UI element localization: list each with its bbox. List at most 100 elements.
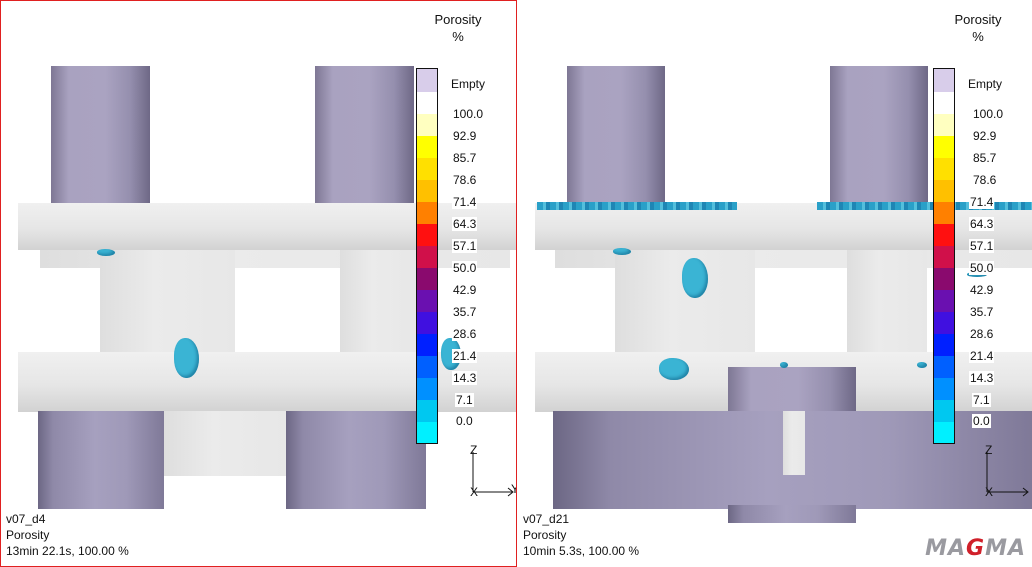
left-viewport[interactable]: Porosity % Empty 100.0 92.9 85.7 78.6 71… (0, 0, 517, 567)
left-center-web (100, 248, 235, 353)
axis-y-label: Y (511, 482, 517, 496)
right-base-slot (783, 411, 805, 475)
left-base-center (164, 411, 286, 476)
right-surface-defects-2 (817, 202, 1032, 210)
legend-seg-85 (417, 136, 437, 158)
legend-color-bar (416, 68, 438, 444)
legend-seg-92 (417, 114, 437, 136)
legend-seg-0 (934, 400, 954, 422)
legend-seg-50 (417, 246, 437, 268)
legend-seg-21 (934, 334, 954, 356)
right-upper-flange (535, 203, 1032, 250)
axis-x-label: X (470, 485, 479, 499)
right-viewport[interactable]: Porosity % Empty 100.0 92.9 85.7 78.6 71… (517, 0, 1032, 567)
legend-label-85: 85.7 (972, 151, 998, 165)
right-right-web (847, 248, 927, 353)
legend-label-50: 50.0 (452, 261, 478, 275)
legend-label-42: 42.9 (969, 283, 995, 297)
legend-seg-100 (417, 92, 437, 114)
legend-title-line1: Porosity (434, 12, 482, 27)
legend-label-71: 71.4 (969, 195, 995, 209)
axis-z-label: Z (985, 443, 993, 457)
legend-seg-64 (417, 202, 437, 224)
legend-seg-0 (417, 400, 437, 422)
legend-label-35: 35.7 (969, 305, 995, 319)
legend-label-35: 35.7 (452, 305, 478, 319)
legend-seg-71 (934, 180, 954, 202)
legend-seg-57 (417, 224, 437, 246)
right-view-info: v07_d21 Porosity 10min 5.3s, 100.00 % (523, 511, 639, 559)
left-view-info: v07_d4 Porosity 13min 22.1s, 100.00 % (6, 511, 129, 559)
left-top-pillar-1 (51, 66, 150, 204)
legend-label-14: 14.3 (969, 371, 995, 385)
legend-label-92: 92.9 (452, 129, 478, 143)
legend-label-21: 21.4 (452, 349, 478, 363)
left-view-result: Porosity (6, 528, 50, 542)
legend-label-28: 28.6 (452, 327, 478, 341)
right-pore-lower-3 (917, 362, 927, 368)
left-pore-small (97, 249, 115, 256)
left-upper-flange (18, 203, 517, 250)
legend-label-7: 7.1 (455, 393, 474, 407)
legend-label-85: 85.7 (452, 151, 478, 165)
legend-seg-64 (934, 202, 954, 224)
logo-suffix: MA (985, 536, 1026, 561)
right-top-pillar-2 (830, 66, 928, 204)
right-surface-defects-1 (537, 202, 737, 210)
right-top-pillar-1 (567, 66, 665, 204)
legend-seg-50 (934, 246, 954, 268)
legend-seg-85 (934, 136, 954, 158)
legend-seg-28 (417, 312, 437, 334)
legend-seg-35 (417, 290, 437, 312)
legend-label-100: 100.0 (972, 107, 1005, 121)
magma-logo: MAGMA (925, 536, 1026, 561)
legend-label-empty: Empty (967, 77, 1004, 91)
legend-seg-57 (934, 224, 954, 246)
right-view-name: v07_d21 (523, 512, 570, 526)
legend-seg-78 (417, 158, 437, 180)
legend-label-empty: Empty (450, 77, 487, 91)
legend-seg-14 (934, 356, 954, 378)
legend-title: Porosity % (948, 11, 1008, 45)
legend-title: Porosity % (428, 11, 488, 45)
legend-seg-42 (934, 268, 954, 290)
legend-title-line2: % (452, 29, 464, 44)
legend-seg-14 (417, 356, 437, 378)
legend-label-0: 0.0 (455, 414, 474, 428)
left-view-time: 13min 22.1s, 100.00 % (6, 544, 129, 558)
legend-label-7: 7.1 (972, 393, 991, 407)
legend-label-0: 0.0 (972, 414, 991, 428)
legend-seg-100 (934, 92, 954, 114)
legend-label-14: 14.3 (452, 371, 478, 385)
legend-seg-empty (417, 69, 437, 92)
legend-seg-bottom (417, 422, 437, 443)
legend-label-21: 21.4 (969, 349, 995, 363)
right-view-time: 10min 5.3s, 100.00 % (523, 544, 640, 558)
legend-seg-35 (934, 290, 954, 312)
left-pore-center (174, 338, 199, 378)
right-bottom-protrusion (728, 505, 856, 523)
legend-seg-78 (934, 158, 954, 180)
right-pore-upper (682, 258, 708, 298)
right-pore-small-1 (613, 248, 631, 255)
logo-prefix: MA (925, 536, 967, 561)
logo-g: G (966, 536, 986, 561)
legend-seg-bottom (934, 422, 954, 443)
legend-seg-42 (417, 268, 437, 290)
left-view-name: v07_d4 (6, 512, 46, 526)
legend-label-71: 71.4 (452, 195, 478, 209)
right-view-result: Porosity (523, 528, 567, 542)
legend-label-57: 57.1 (452, 239, 478, 253)
legend-seg-71 (417, 180, 437, 202)
legend-seg-21 (417, 334, 437, 356)
legend-label-64: 64.3 (969, 217, 995, 231)
left-base-block-2 (286, 411, 426, 509)
right-pore-lower-2 (780, 362, 788, 368)
left-top-pillar-2 (315, 66, 414, 204)
axis-z-label: Z (470, 443, 478, 457)
legend-label-50: 50.0 (969, 261, 995, 275)
legend-title-line1: Porosity (954, 12, 1002, 27)
legend-title-line2: % (972, 29, 984, 44)
legend-seg-92 (934, 114, 954, 136)
left-right-web (340, 248, 420, 353)
